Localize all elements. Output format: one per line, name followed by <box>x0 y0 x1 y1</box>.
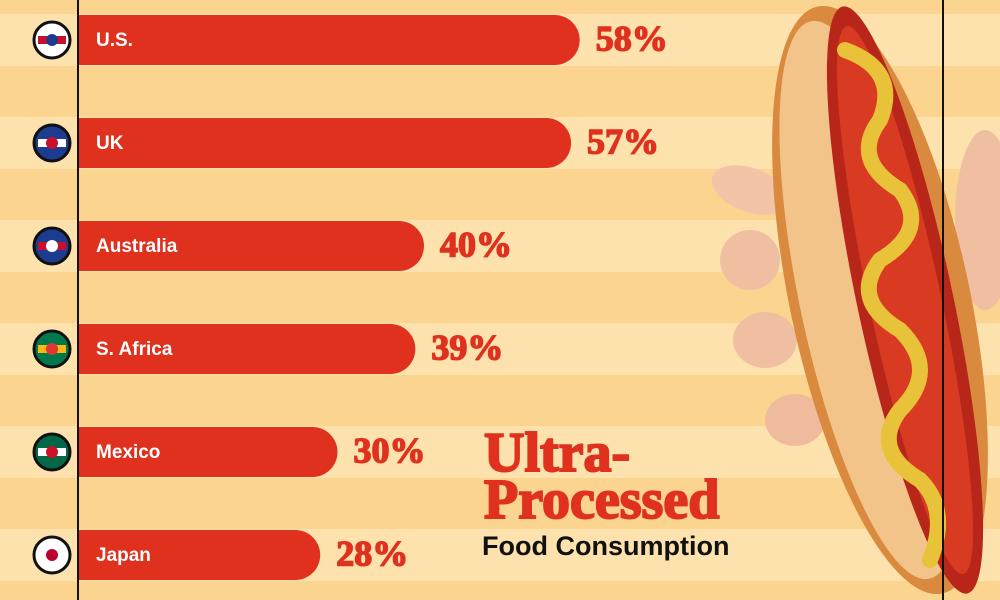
flag <box>32 226 72 266</box>
value-label: 58% <box>596 18 668 58</box>
value-label: 40% <box>440 224 512 264</box>
value-label: 57% <box>587 121 659 161</box>
flag-part <box>46 137 58 149</box>
flag-part <box>46 343 58 355</box>
value-label: 39% <box>431 327 503 367</box>
bar <box>78 427 338 477</box>
chart-subtitle: Food Consumption <box>482 531 729 561</box>
flag-part <box>46 549 58 561</box>
flag-part <box>46 34 58 46</box>
category-label: U.S. <box>96 30 133 51</box>
category-label: Australia <box>96 236 178 257</box>
flag-part <box>46 240 58 252</box>
bar <box>78 221 424 271</box>
flag-part <box>46 446 58 458</box>
bar <box>78 118 572 168</box>
hot-dog <box>711 5 1000 595</box>
chart-title: Processed <box>484 469 719 531</box>
category-label: UK <box>96 133 124 154</box>
flag <box>32 535 72 575</box>
flag <box>32 432 72 472</box>
category-label: Japan <box>96 545 151 566</box>
bar <box>78 15 580 65</box>
flag <box>32 20 72 60</box>
flag <box>32 329 72 369</box>
flag <box>32 123 72 163</box>
value-label: 28% <box>336 533 408 573</box>
chart-title: Ultra- <box>484 422 630 484</box>
bar <box>78 324 416 374</box>
bar <box>78 530 321 580</box>
category-label: Mexico <box>96 442 160 463</box>
category-label: S. Africa <box>96 339 173 360</box>
value-label: 30% <box>354 430 426 470</box>
